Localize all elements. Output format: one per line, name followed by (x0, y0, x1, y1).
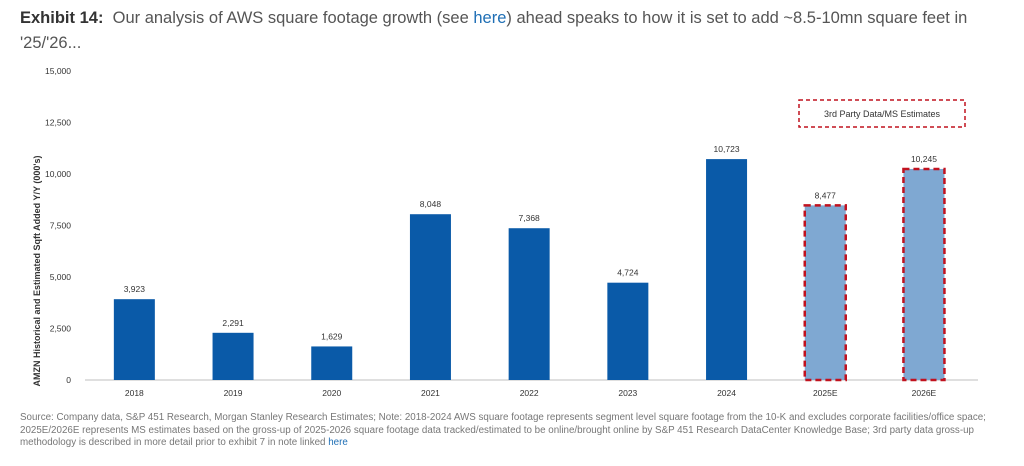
x-tick-label: 2025E (813, 388, 838, 398)
x-tick-label: 2020 (322, 388, 341, 398)
source-here-link[interactable]: here (328, 437, 348, 448)
data-label: 2,291 (222, 318, 244, 328)
bar-2022 (508, 228, 550, 380)
bar-estimate-2025E (803, 204, 847, 382)
estimate-annotation-text: 3rd Party Data/MS Estimates (824, 109, 941, 119)
bar-2018 (113, 299, 155, 380)
bar-2021 (409, 214, 451, 380)
title-text-before-link: Our analysis of AWS square footage growt… (112, 9, 474, 27)
y-tick-label: 12,500 (45, 118, 71, 128)
bar-2020 (311, 346, 353, 380)
exhibit-label: Exhibit 14: (20, 9, 104, 27)
data-label: 3,923 (124, 284, 146, 294)
y-tick-label: 5,000 (50, 272, 72, 282)
x-tick-label: 2019 (224, 388, 243, 398)
x-tick-label: 2022 (520, 388, 539, 398)
source-note: Source: Company data, S&P 451 Research, … (20, 412, 1005, 450)
data-label: 8,477 (815, 190, 837, 200)
title-text-after-link: ) ahead speaks to how it is set to add ~… (20, 9, 968, 52)
estimate-annotation-box (798, 99, 966, 128)
x-axis: 2018 2019 2020 2021 2022 2023 2024 2025E 2026E (125, 388, 937, 398)
bar-2024 (706, 159, 748, 380)
y-axis-label: AMZN Historical and Estimated Sqft Added… (32, 155, 42, 386)
data-label: 4,724 (617, 268, 639, 278)
bar-estimate-2026E (902, 167, 946, 382)
y-tick-label: 15,000 (45, 66, 71, 76)
data-label: 8,048 (420, 199, 442, 209)
x-tick-label: 2018 (125, 388, 144, 398)
x-tick-label: 2024 (717, 388, 736, 398)
data-label: 7,368 (519, 213, 541, 223)
y-tick-label: 2,500 (50, 324, 72, 334)
bar-chart: 0 2,500 5,000 7,500 10,000 12,500 15,000 AMZN … (32, 66, 978, 398)
data-label: 10,723 (714, 144, 740, 154)
title-here-link[interactable]: here (473, 9, 507, 27)
x-tick-label: 2021 (421, 388, 440, 398)
chart-title: Exhibit 14: Our analysis of AWS square f… (20, 6, 1005, 56)
bar-2023 (607, 282, 649, 380)
x-tick-label: 2023 (618, 388, 637, 398)
bar-2019 (212, 332, 254, 380)
y-tick-label: 0 (66, 375, 71, 385)
data-label: 1,629 (321, 331, 343, 341)
y-axis: 0 2,500 5,000 7,500 10,000 12,500 15,000 (45, 66, 71, 385)
x-tick-label: 2026E (912, 388, 937, 398)
source-text: Source: Company data, S&P 451 Research, … (20, 412, 986, 448)
y-tick-label: 7,500 (50, 221, 72, 231)
y-tick-label: 10,000 (45, 169, 71, 179)
bars: 3,923 2,291 1,629 8,048 7,368 4,724 10,723 8,47… (113, 144, 946, 382)
data-label: 10,245 (911, 154, 937, 164)
